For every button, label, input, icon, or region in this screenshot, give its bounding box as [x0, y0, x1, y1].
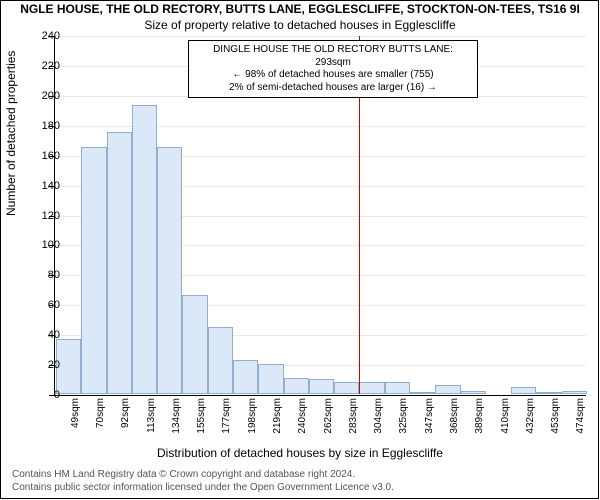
y-tick-label: 200	[30, 90, 60, 102]
y-tick-label: 240	[30, 30, 60, 42]
annotation-box: DINGLE HOUSE THE OLD RECTORY BUTTS LANE:…	[188, 40, 478, 98]
bar	[461, 391, 486, 394]
annotation-line: DINGLE HOUSE THE OLD RECTORY BUTTS LANE:…	[195, 44, 471, 69]
y-tick-label: 100	[30, 239, 60, 251]
x-tick-label: 113sqm	[146, 398, 157, 448]
y-tick-label: 80	[30, 269, 60, 281]
x-tick-label: 177sqm	[221, 398, 232, 448]
grid-line	[55, 36, 586, 37]
x-tick-label: 389sqm	[474, 398, 485, 448]
bar	[182, 295, 207, 394]
x-tick-label: 347sqm	[424, 398, 435, 448]
annotation-line: ← 98% of detached houses are smaller (75…	[195, 69, 471, 82]
y-tick-label: 0	[30, 389, 60, 401]
footer-line-2: Contains public sector information licen…	[12, 482, 394, 495]
y-tick-label: 180	[30, 120, 60, 132]
x-tick-label: 49sqm	[70, 398, 81, 448]
footer-attribution: Contains HM Land Registry data © Crown c…	[12, 469, 394, 494]
y-tick-label: 120	[30, 210, 60, 222]
x-tick-label: 134sqm	[171, 398, 182, 448]
x-tick-label: 325sqm	[398, 398, 409, 448]
x-tick-label: 410sqm	[500, 398, 511, 448]
x-tick-label: 283sqm	[348, 398, 359, 448]
x-tick-label: 198sqm	[247, 398, 258, 448]
bar	[233, 360, 258, 394]
x-tick-label: 453sqm	[550, 398, 561, 448]
bar	[334, 382, 359, 394]
x-tick-label: 155sqm	[196, 398, 207, 448]
y-tick-label: 140	[30, 180, 60, 192]
bar	[81, 147, 106, 394]
y-tick-label: 220	[30, 60, 60, 72]
x-axis-title: Distribution of detached houses by size …	[0, 446, 600, 460]
x-tick-label: 368sqm	[449, 398, 460, 448]
footer-line-1: Contains HM Land Registry data © Crown c…	[12, 469, 394, 482]
bar	[157, 147, 182, 394]
chart-container: NGLE HOUSE, THE OLD RECTORY, BUTTS LANE,…	[0, 0, 600, 500]
bar	[258, 364, 283, 394]
x-tick-label: 70sqm	[95, 398, 106, 448]
bar	[410, 392, 435, 394]
y-axis-title: Number of detached properties	[4, 51, 18, 216]
bar	[284, 378, 309, 394]
chart-sub-title: Size of property relative to detached ho…	[0, 18, 600, 32]
bar	[562, 391, 587, 394]
x-tick-label: 240sqm	[297, 398, 308, 448]
annotation-line: 2% of semi-detached houses are larger (1…	[195, 82, 471, 95]
bar	[309, 379, 334, 394]
bar	[435, 385, 460, 394]
bar	[359, 382, 384, 394]
chart-super-title: NGLE HOUSE, THE OLD RECTORY, BUTTS LANE,…	[0, 2, 600, 16]
x-tick-label: 304sqm	[373, 398, 384, 448]
bar	[208, 327, 233, 394]
bar	[385, 382, 410, 394]
bar	[107, 132, 132, 394]
x-tick-label: 432sqm	[525, 398, 536, 448]
x-tick-label: 219sqm	[272, 398, 283, 448]
bar	[132, 105, 157, 394]
y-tick-label: 20	[30, 359, 60, 371]
x-tick-label: 262sqm	[323, 398, 334, 448]
y-tick-label: 60	[30, 299, 60, 311]
y-tick-label: 40	[30, 329, 60, 341]
x-tick-label: 92sqm	[120, 398, 131, 448]
bar	[536, 392, 561, 394]
y-tick-label: 160	[30, 150, 60, 162]
x-tick-label: 474sqm	[575, 398, 586, 448]
bar	[511, 387, 536, 394]
